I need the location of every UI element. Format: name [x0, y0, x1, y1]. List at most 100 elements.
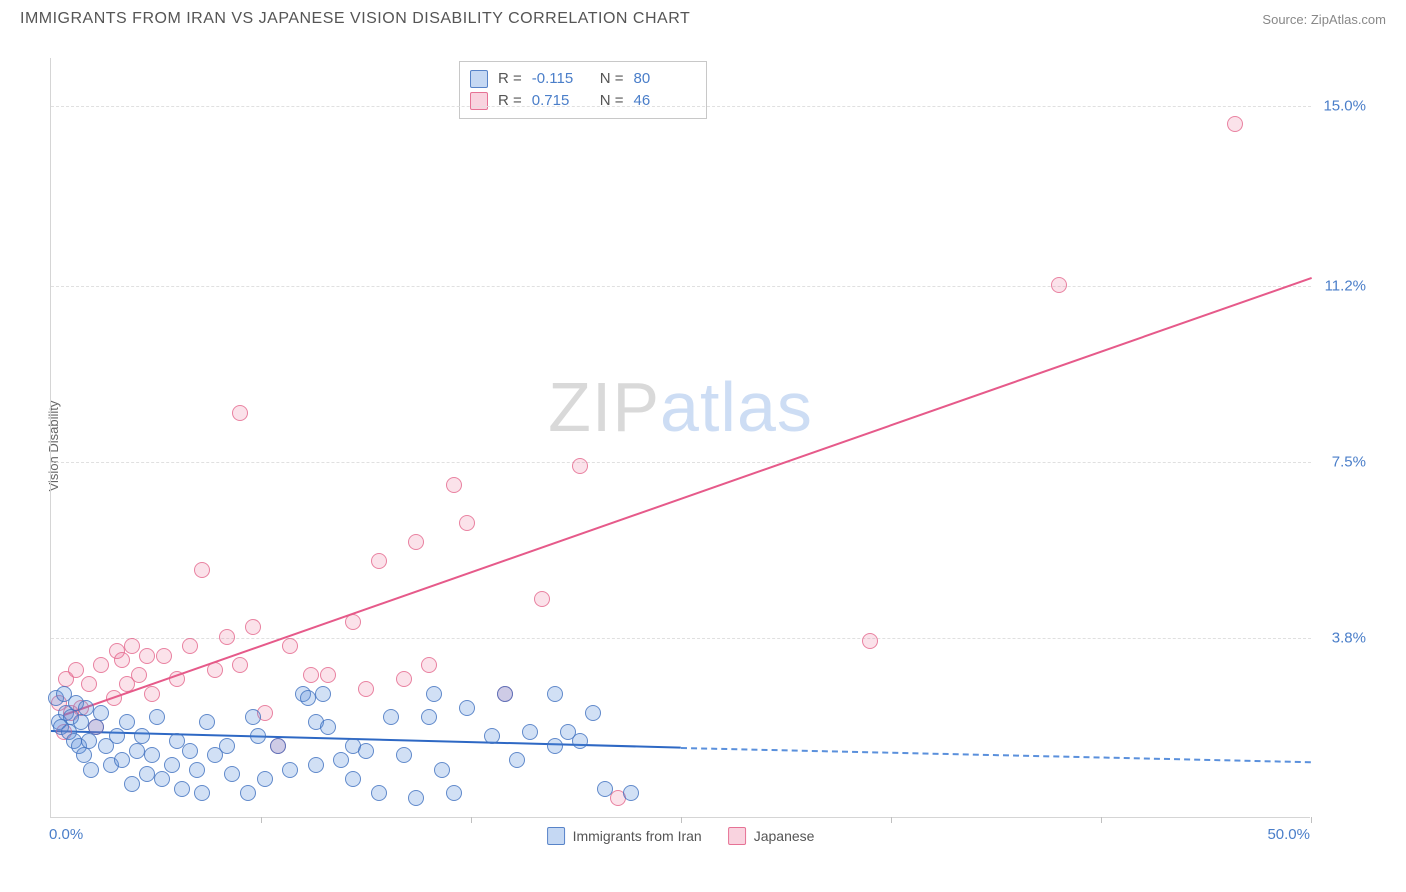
- scatter-point-blue: [308, 757, 324, 773]
- swatch-pink-icon: [470, 92, 488, 110]
- scatter-point-pink: [156, 648, 172, 664]
- y-tick-label: 3.8%: [1332, 629, 1366, 646]
- scatter-point-pink: [345, 614, 361, 630]
- scatter-point-blue: [93, 705, 109, 721]
- scatter-point-blue: [219, 738, 235, 754]
- scatter-point-pink: [232, 657, 248, 673]
- scatter-point-blue: [497, 686, 513, 702]
- scatter-point-blue: [371, 785, 387, 801]
- scatter-point-pink: [169, 671, 185, 687]
- scatter-point-blue: [358, 743, 374, 759]
- scatter-point-pink: [219, 629, 235, 645]
- legend-item-blue: Immigrants from Iran: [547, 827, 702, 845]
- swatch-blue-icon: [470, 70, 488, 88]
- legend-item-pink: Japanese: [728, 827, 815, 845]
- x-tick-mark: [1101, 817, 1102, 823]
- scatter-point-blue: [199, 714, 215, 730]
- x-tick-mark: [891, 817, 892, 823]
- scatter-point-blue: [522, 724, 538, 740]
- scatter-point-pink: [1227, 116, 1243, 132]
- scatter-point-blue: [88, 719, 104, 735]
- scatter-point-blue: [459, 700, 475, 716]
- scatter-point-blue: [129, 743, 145, 759]
- gridline-horizontal: [51, 462, 1311, 463]
- stats-row-blue: R = -0.115 N = 80: [470, 68, 692, 90]
- scatter-point-blue: [194, 785, 210, 801]
- trend-line-pink: [63, 277, 1311, 716]
- scatter-point-blue: [300, 690, 316, 706]
- scatter-point-pink: [81, 676, 97, 692]
- scatter-point-blue: [154, 771, 170, 787]
- trend-line-blue-dashed: [681, 747, 1311, 763]
- x-tick-mark: [261, 817, 262, 823]
- scatter-point-blue: [509, 752, 525, 768]
- scatter-point-pink: [303, 667, 319, 683]
- scatter-point-blue: [345, 771, 361, 787]
- scatter-point-blue: [114, 752, 130, 768]
- scatter-point-blue: [250, 728, 266, 744]
- scatter-point-blue: [224, 766, 240, 782]
- n-value-pink: 46: [634, 90, 692, 112]
- scatter-point-blue: [547, 686, 563, 702]
- scatter-point-pink: [396, 671, 412, 687]
- scatter-point-blue: [257, 771, 273, 787]
- scatter-point-blue: [446, 785, 462, 801]
- scatter-point-pink: [282, 638, 298, 654]
- watermark: ZIPatlas: [548, 367, 813, 447]
- gridline-horizontal: [51, 638, 1311, 639]
- scatter-point-blue: [484, 728, 500, 744]
- scatter-point-blue: [73, 714, 89, 730]
- correlation-stats-box: R = -0.115 N = 80 R = 0.715 N = 46: [459, 61, 707, 119]
- scatter-point-blue: [83, 762, 99, 778]
- scatter-point-pink: [114, 652, 130, 668]
- scatter-point-blue: [182, 743, 198, 759]
- scatter-point-blue: [240, 785, 256, 801]
- x-tick-mark: [471, 817, 472, 823]
- scatter-point-blue: [396, 747, 412, 763]
- scatter-point-pink: [139, 648, 155, 664]
- scatter-point-blue: [421, 709, 437, 725]
- scatter-point-blue: [174, 781, 190, 797]
- stats-row-pink: R = 0.715 N = 46: [470, 90, 692, 112]
- scatter-point-blue: [78, 700, 94, 716]
- scatter-point-blue: [282, 762, 298, 778]
- x-tick-mark: [681, 817, 682, 823]
- scatter-point-blue: [585, 705, 601, 721]
- scatter-point-pink: [862, 633, 878, 649]
- r-value-pink: 0.715: [532, 90, 590, 112]
- scatter-point-pink: [182, 638, 198, 654]
- scatter-point-pink: [459, 515, 475, 531]
- gridline-horizontal: [51, 106, 1311, 107]
- scatter-point-blue: [408, 790, 424, 806]
- scatter-point-blue: [245, 709, 261, 725]
- scatter-point-pink: [131, 667, 147, 683]
- y-tick-label: 7.5%: [1332, 453, 1366, 470]
- scatter-point-pink: [320, 667, 336, 683]
- scatter-point-blue: [270, 738, 286, 754]
- scatter-point-pink: [408, 534, 424, 550]
- scatter-point-pink: [68, 662, 84, 678]
- x-tick-mark: [1311, 817, 1312, 823]
- scatter-point-blue: [119, 714, 135, 730]
- scatter-point-pink: [1051, 277, 1067, 293]
- scatter-point-pink: [194, 562, 210, 578]
- scatter-point-blue: [333, 752, 349, 768]
- n-value-blue: 80: [634, 68, 692, 90]
- scatter-point-pink: [358, 681, 374, 697]
- scatter-point-blue: [81, 733, 97, 749]
- scatter-point-pink: [446, 477, 462, 493]
- scatter-point-blue: [134, 728, 150, 744]
- gridline-horizontal: [51, 286, 1311, 287]
- scatter-point-pink: [124, 638, 140, 654]
- scatter-point-pink: [207, 662, 223, 678]
- scatter-point-blue: [547, 738, 563, 754]
- scatter-point-blue: [149, 709, 165, 725]
- scatter-point-blue: [623, 785, 639, 801]
- scatter-point-blue: [434, 762, 450, 778]
- scatter-point-blue: [320, 719, 336, 735]
- y-tick-label: 15.0%: [1323, 97, 1366, 114]
- x-axis-max-label: 50.0%: [1267, 826, 1310, 843]
- scatter-point-pink: [93, 657, 109, 673]
- scatter-point-blue: [109, 728, 125, 744]
- chart-title: IMMIGRANTS FROM IRAN VS JAPANESE VISION …: [20, 10, 690, 28]
